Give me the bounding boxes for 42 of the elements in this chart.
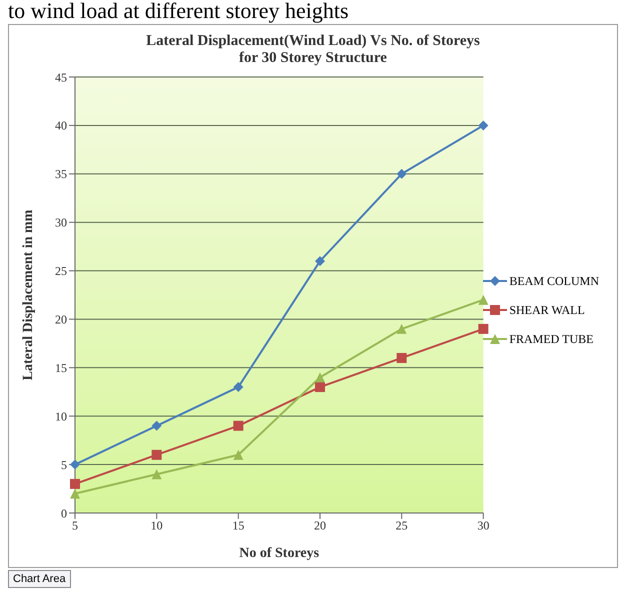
point [70,488,80,499]
point [478,120,488,130]
point [233,420,244,431]
x-tick-label: 15 [232,518,244,533]
legend-label: BEAM COLUMN [509,274,599,288]
y-tick-label: 30 [55,216,67,230]
y-tick-label: 40 [55,118,67,133]
point [152,469,162,480]
point [314,372,325,382]
y-tick-label: 35 [55,167,67,182]
x-tick-label: 5 [72,518,78,533]
y-tick-label: 15 [55,360,67,375]
y-tick-label: 0 [61,506,67,520]
point [396,168,407,179]
y-tick-label: 10 [55,409,67,424]
point [233,382,244,392]
x-tick-label: 10 [150,518,163,533]
chart-title: Lateral Displacement(Wind Load) Vs No. of Storeys for 30 Storey Structure [145,33,481,67]
point [233,450,244,460]
point [396,324,407,334]
y-tick-label: 25 [55,264,67,278]
x-tick-label: 20 [314,518,326,533]
x-tick-label: 30 [477,518,490,533]
point [478,324,488,334]
y-axis-title: Lateral Displacement in mm [20,209,36,380]
x-tick-label: 25 [396,518,408,533]
point [314,382,325,392]
text: to wind load at different storey heights [8,0,350,23]
legend-label: SHEAR WALL [509,302,585,318]
y-tick-label: 20 [55,312,67,326]
legend-label: FRAMED TUBE [509,332,594,346]
x-axis-title: No of Storeys [239,546,320,561]
y-tick-label: 5 [61,458,67,472]
point [152,420,162,431]
point [478,294,488,305]
point [152,450,162,460]
y-tick-label: 45 [55,70,67,84]
point [70,478,80,489]
point [70,460,80,470]
text: Chart Area [8,570,71,588]
point [396,352,407,363]
point [314,256,325,266]
